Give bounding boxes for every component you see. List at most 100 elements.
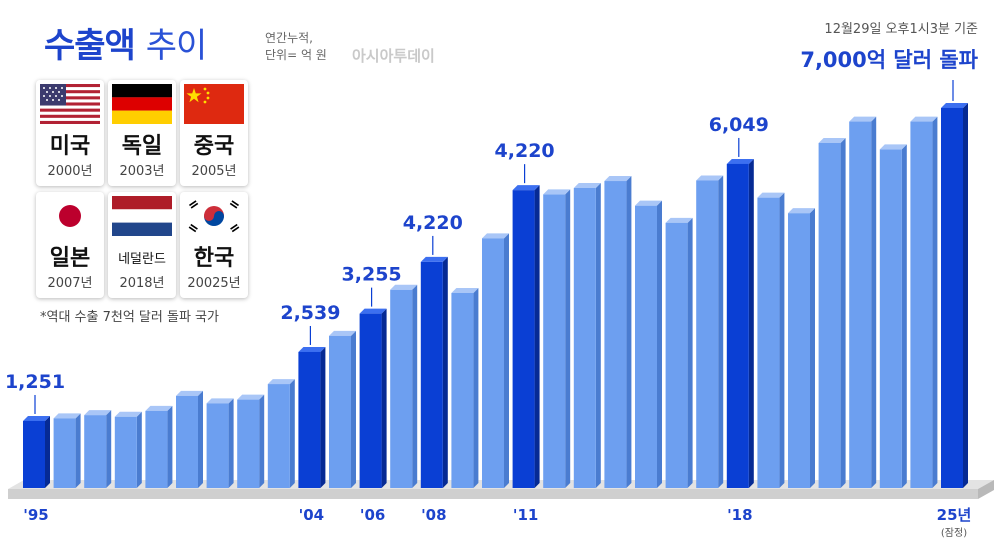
bar-side [228,398,234,488]
bar-top [849,116,877,122]
bar-side [626,176,632,489]
bar-side [687,217,693,489]
country-year: 2018년 [119,276,165,291]
country-year: 2005년 [191,164,237,179]
bar-side [810,208,815,488]
country-year: 2007년 [47,276,93,291]
bar-top [237,394,265,400]
bar-side [442,256,448,488]
bar-top [267,379,295,385]
bar [420,261,443,488]
bar-side [45,415,50,488]
bar-side [901,144,907,488]
bar [206,403,229,488]
bar-side [381,308,387,488]
bar-side [565,189,571,488]
legend-note: *역대 수출 7천억 달러 돌파 국가 [40,310,219,325]
bar [237,399,260,488]
bar-side [718,175,724,488]
bar-top [941,102,968,108]
bar [941,107,963,488]
value-label: 2,539 [280,302,340,324]
value-label: 4,220 [495,140,555,162]
x-tick-label: '11 [513,506,538,524]
bar-top [543,189,571,195]
bar-top [665,217,693,223]
bar-side [106,410,112,488]
bar-side [412,284,418,488]
bar [329,335,351,488]
country-name: 한국 [193,246,235,271]
bar-top [451,288,479,293]
title-light: 추이 [145,26,208,66]
bar [665,222,688,489]
bar [849,121,872,489]
bar-side [534,185,540,488]
bar-top [23,415,50,421]
bar-side [320,346,326,488]
bar [910,121,933,489]
bar-top [696,175,724,181]
bar-top [145,405,173,411]
bar [726,163,749,489]
bar [390,289,413,488]
country-year: 20025년 [187,276,241,291]
us-flag-icon [40,84,100,124]
bar [23,420,45,488]
bar-top [512,185,540,191]
title-bold: 수출액 [44,26,136,66]
bar [512,190,535,488]
bar [53,418,76,488]
country-name: 중국 [193,134,235,159]
bar [696,180,719,488]
x-tick-label: '18 [727,506,752,524]
netherlands-flag-icon [112,196,172,236]
country-year: 2003년 [119,164,165,179]
timestamp-basis: 12월29일 오후1시3분 기준 [824,22,978,37]
x-tick-label: '95 [23,506,48,524]
bar-side [932,116,938,489]
bar-top [482,233,509,239]
country-year: 2000년 [47,164,93,179]
bar-top [635,200,662,206]
bar-side [198,390,203,488]
bar [267,384,290,488]
bar-top [573,183,601,188]
bar [482,238,504,488]
country-name: 네덜란드 [118,252,166,267]
bar-side [504,233,509,488]
germany-flag-icon [112,84,172,124]
x-tick-label: '04 [299,506,324,524]
bar-top [910,116,938,122]
country-card-germany: 독일 2003년 [108,80,176,186]
bar-top [420,256,448,262]
bar [757,197,780,488]
value-label: 4,220 [403,212,463,234]
bar-top [604,176,632,182]
brand-watermark: 아시아투데이 [352,47,435,65]
bar-side [779,192,785,488]
country-card-netherlands: 네덜란드 2018년 [108,192,176,298]
bar-top [757,192,785,198]
milestone-label: 7,000억 달러 돌파 [800,48,978,72]
value-label: 3,255 [342,264,402,286]
bar-top [788,208,815,214]
bar [879,149,902,488]
bar-top [390,284,418,290]
unit-note: 연간누적, 단위= 억 원 [265,30,327,64]
value-label: 6,049 [709,114,769,136]
korea-flag-icon [184,196,244,236]
bar-top [84,410,112,416]
unit-line-1: 연간누적, [265,31,313,45]
bar [176,395,198,488]
bar [604,181,627,489]
bar-side [75,413,81,488]
country-card-japan: 일본 2007년 [36,192,104,298]
country-name: 미국 [49,134,91,159]
bar [114,416,137,488]
bar-top [176,390,203,396]
bar-side [289,379,295,488]
country-card-korea: 한국 20025년 [180,192,248,298]
bar-top [298,346,326,352]
